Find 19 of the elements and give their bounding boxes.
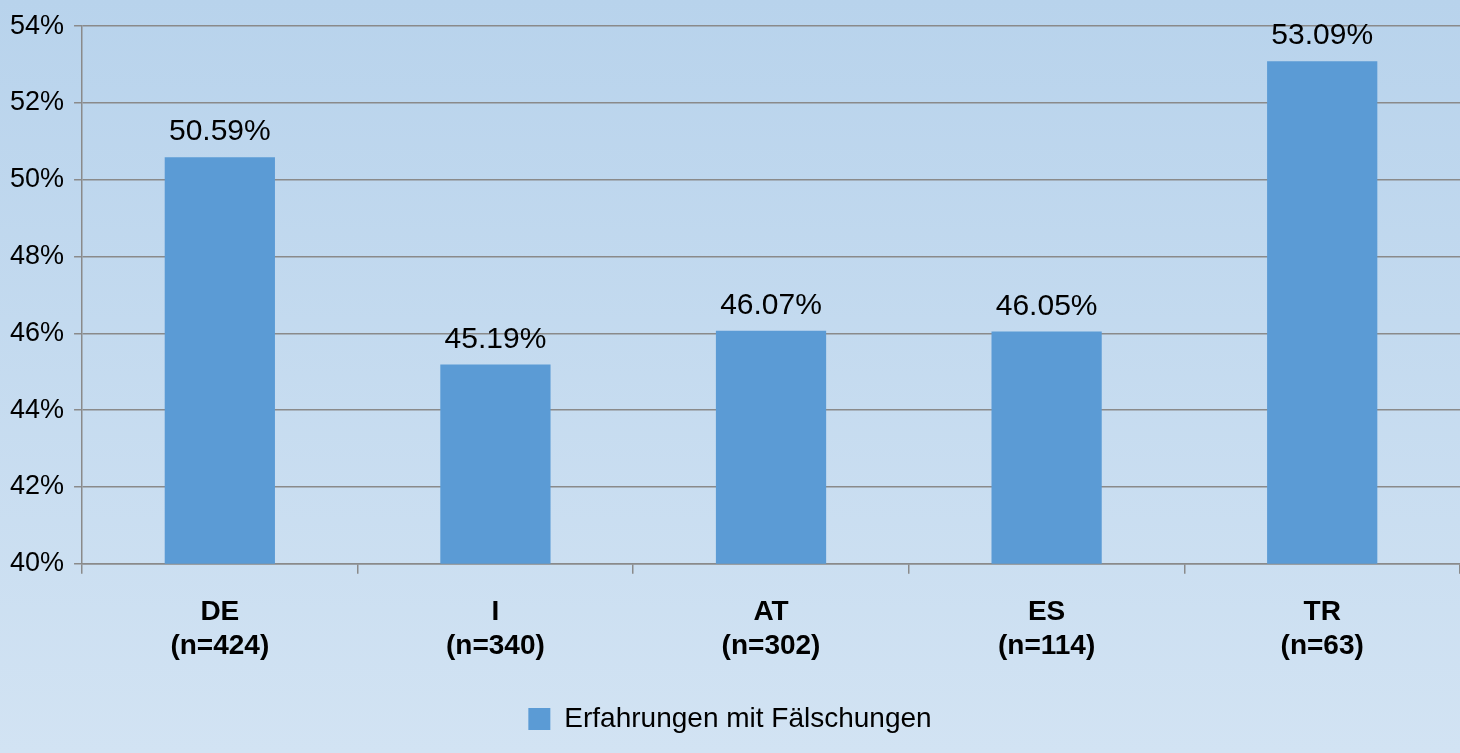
data-label: 50.59% (168, 113, 271, 147)
data-label: 46.07% (720, 286, 822, 320)
y-tick-label: 40% (9, 547, 65, 578)
y-tick-label: 50% (9, 163, 65, 194)
y-tick-label: 48% (9, 240, 65, 271)
y-tick-label: 54% (9, 9, 65, 40)
data-label: 46.05% (995, 287, 1098, 321)
x-tick-label: TR (n=63) (1280, 595, 1364, 660)
data-label: 53.09% (1271, 17, 1374, 51)
x-tick-label: I (n=340) (446, 595, 545, 660)
legend-label: Erfahrungen mit Fälschungen (564, 701, 932, 733)
x-tick-label: AT (n=302) (721, 595, 821, 660)
x-tick-label: ES (n=114) (997, 595, 1096, 660)
y-tick-label: 44% (9, 393, 65, 424)
data-label: 45.19% (444, 320, 547, 354)
y-tick-label: 46% (9, 316, 65, 347)
x-tick-label: DE (n=424) (170, 595, 270, 660)
y-tick-label: 42% (9, 470, 65, 501)
y-tick-label: 52% (9, 86, 65, 117)
